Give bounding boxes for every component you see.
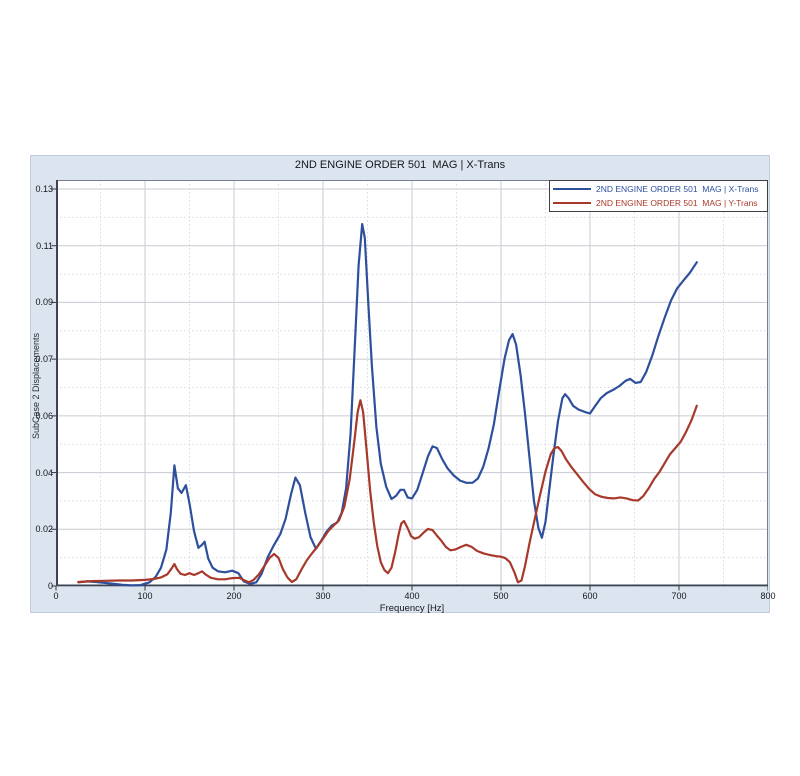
legend-label-y-trans: 2ND ENGINE ORDER 501 MAG | Y-Trans xyxy=(596,197,758,208)
x-axis-title: Frequency [Hz] xyxy=(379,603,445,614)
plot-area xyxy=(51,180,768,591)
y-tick-label: 0.02 xyxy=(35,524,53,535)
x-tick-label: 400 xyxy=(404,591,420,601)
x-tick-label: 600 xyxy=(582,591,598,601)
legend-row-x-trans: 2ND ENGINE ORDER 501 MAG | X-Trans xyxy=(553,183,764,196)
legend-line-sample-x-trans xyxy=(553,188,591,191)
legend: 2ND ENGINE ORDER 501 MAG | X-Trans 2ND E… xyxy=(549,180,768,212)
legend-label-x-trans: 2ND ENGINE ORDER 501 MAG | X-Trans xyxy=(596,184,759,195)
chart-panel: 2ND ENGINE ORDER 501 MAG | X-Trans 0 0.02… xyxy=(30,155,776,614)
x-tick-label: 300 xyxy=(315,591,331,601)
x-tick-label: 800 xyxy=(760,591,776,601)
y-tick-label: 0.07 xyxy=(35,354,53,365)
x-tick-label: 0 xyxy=(53,591,59,601)
x-tick-label: 500 xyxy=(493,591,509,601)
x-tick-label: 100 xyxy=(137,591,153,601)
series-line-y-trans xyxy=(77,399,698,584)
y-tick-label: 0.06 xyxy=(35,410,53,421)
y-axis-title: SubCase 2 Displacements xyxy=(31,332,41,440)
y-tick-label: 0.11 xyxy=(36,240,53,251)
y-tick-label: 0.13 xyxy=(35,184,53,194)
x-tick-label: 700 xyxy=(671,591,687,601)
y-tick-label: 0.04 xyxy=(35,467,53,478)
series-line-x-trans xyxy=(77,222,698,587)
x-tick-label: 200 xyxy=(226,591,242,601)
legend-row-y-trans: 2ND ENGINE ORDER 501 MAG | Y-Trans xyxy=(553,196,764,209)
y-tick-label: 0 xyxy=(47,581,53,591)
legend-line-sample-y-trans xyxy=(553,201,591,204)
y-tick-label: 0.09 xyxy=(35,297,53,308)
chart-title: 2ND ENGINE ORDER 501 MAG | X-Trans xyxy=(294,159,506,171)
